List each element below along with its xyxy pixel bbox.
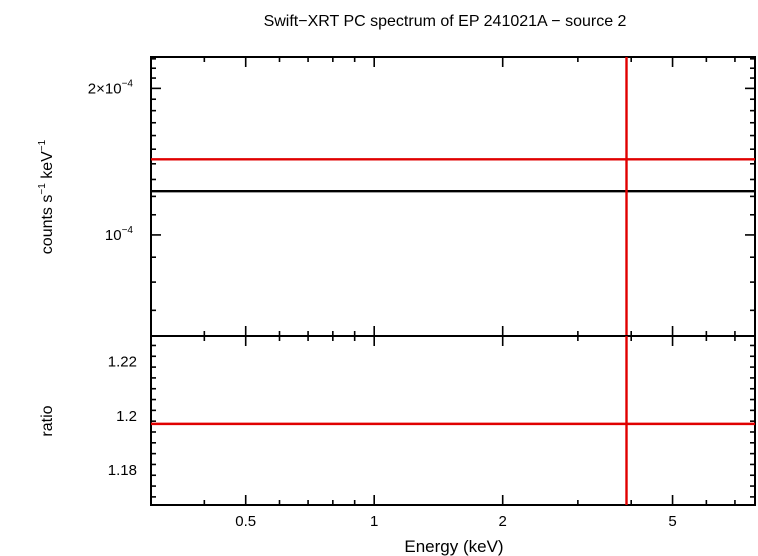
bottom-panel: 1.22 1.2 1.18 (108, 335, 756, 506)
x-tick-label: 2 (499, 513, 507, 530)
x-tick-label: 5 (668, 513, 676, 530)
x-axis-tick-labels: 0.5 1 2 5 (235, 513, 676, 530)
top-y-axis-label: counts s−1 keV−1 (37, 139, 56, 254)
top-panel: 2×10−4 10−4 (88, 56, 756, 337)
top-y-tick-label: 2×10−4 (88, 78, 134, 97)
bottom-plot-frame (150, 335, 756, 506)
x-axis-label: Energy (keV) (404, 537, 503, 556)
chart-title: Swift−XRT PC spectrum of EP 241021A − so… (264, 13, 627, 30)
x-tick-label: 1 (370, 513, 378, 530)
bottom-y-tick-label: 1.18 (108, 462, 137, 479)
bottom-y-tick-label: 1.22 (108, 354, 137, 371)
bottom-y-tick-label: 1.2 (116, 408, 137, 425)
top-y-tick-label: 10−4 (105, 225, 134, 244)
x-tick-label: 0.5 (235, 513, 256, 530)
bottom-y-axis-label: ratio (39, 405, 56, 436)
top-plot-frame (150, 56, 756, 337)
